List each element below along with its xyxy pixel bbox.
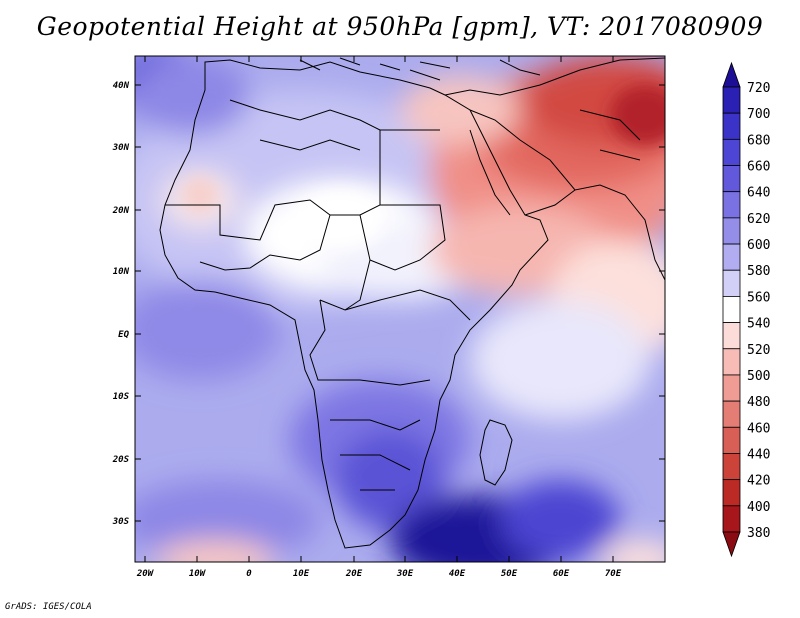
colorbar-swatch (722, 322, 741, 350)
colorbar-swatch (722, 86, 741, 114)
colorbar-swatch (722, 479, 741, 507)
colorbar-swatch (722, 505, 741, 533)
lat-label: 30S (112, 517, 130, 527)
colorbar-swatch (722, 400, 741, 428)
colorbar-label: 600 (747, 238, 770, 253)
colorbar-swatch (722, 374, 741, 402)
lon-label: 70E (605, 569, 622, 579)
colorbar-swatch (722, 269, 741, 297)
colorbar-swatch (722, 296, 741, 323)
colorbar-cap-bottom (722, 531, 741, 558)
colorbar-swatch (722, 453, 741, 481)
lon-label: 60E (553, 569, 570, 579)
lon-label: 10W (189, 569, 207, 579)
colorbar-label: 420 (747, 474, 770, 489)
lat-label: 30N (112, 143, 130, 153)
plot-frame (134, 55, 666, 563)
colorbar-swatch (722, 426, 741, 454)
colorbar-swatch (722, 217, 741, 245)
colorbar-cap-top (722, 61, 741, 88)
colorbar-label: 540 (747, 317, 770, 332)
lon-label: 0 (246, 569, 252, 579)
colorbar-label: 400 (747, 500, 770, 515)
colorbar: 720 700 680 660 640 620 600 580 560 540 520 500 480 4… (722, 61, 770, 558)
colorbar-label: 720 (747, 81, 770, 96)
chart-title: Geopotential Height at 950hPa [gpm], VT:… (36, 12, 764, 41)
colorbar-swatch (722, 348, 741, 376)
colorbar-label: 460 (747, 421, 770, 436)
lon-label: 30E (396, 569, 414, 579)
colorbar-label: 700 (747, 107, 770, 122)
colorbar-label: 380 (747, 526, 770, 541)
height-field (135, 56, 665, 562)
lon-label: 50E (501, 569, 518, 579)
colorbar-label: 640 (747, 186, 770, 201)
lon-label: 20W (136, 569, 155, 579)
latitude-axis: 40N 30N 20N 10N EQ 10S 20S 30S (112, 81, 665, 527)
lat-label: EQ (118, 330, 129, 340)
colorbar-label: 680 (747, 133, 770, 148)
lat-label: 10S (113, 392, 130, 402)
lon-label: 40E (449, 569, 466, 579)
colorbar-label: 480 (747, 395, 770, 410)
lat-label: 20N (112, 206, 130, 216)
lon-label: 10E (293, 569, 310, 579)
lon-label: 20E (345, 569, 363, 579)
lat-label: 40N (113, 81, 130, 91)
coastlines (159, 57, 665, 549)
colorbar-label: 620 (747, 212, 770, 227)
colorbar-swatch (722, 243, 741, 271)
colorbar-swatch (722, 165, 741, 193)
colorbar-label: 440 (747, 447, 770, 462)
colorbar-label: 520 (747, 343, 770, 358)
lat-label: 10N (113, 267, 130, 277)
colorbar-swatch (722, 138, 741, 166)
colorbar-label: 660 (747, 160, 770, 175)
colorbar-swatch (722, 191, 741, 219)
colorbar-swatch (722, 112, 741, 140)
colorbar-label: 580 (747, 264, 770, 279)
longitude-axis: 20W 10W 0 10E 20E 30E 40E 50E 60E 70E (136, 56, 622, 579)
credit-label: GrADS: IGES/COLA (5, 602, 92, 612)
colorbar-label: 560 (747, 290, 770, 305)
lat-label: 20S (112, 455, 130, 465)
colorbar-label: 500 (747, 369, 770, 384)
